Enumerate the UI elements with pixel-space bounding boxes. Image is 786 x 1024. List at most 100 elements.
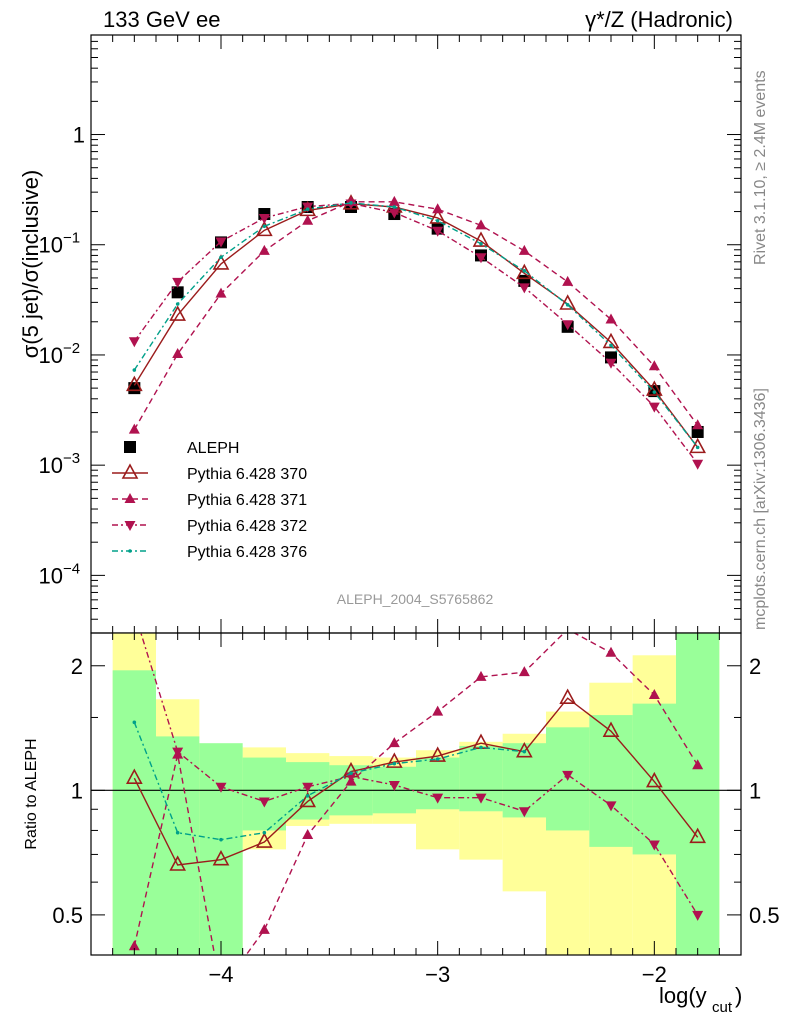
ratio-panel: 0.5 0.5 1 1 2 2 −4 −3 −2 Ratio to ALEPH log(y cut) bbox=[23, 632, 780, 1016]
point-p371 bbox=[518, 244, 530, 255]
main-ytick-exponent: −1 bbox=[63, 230, 80, 247]
ratio-point-p370 bbox=[125, 768, 143, 784]
main-ytick-label: 10 bbox=[39, 233, 63, 258]
ratio-point-p376 bbox=[479, 745, 483, 750]
ratio-ytick-label-right: 0.5 bbox=[749, 903, 780, 928]
main-ytick-exponent: −4 bbox=[63, 560, 80, 577]
point-p372 bbox=[172, 277, 184, 288]
ratio-point-p372 bbox=[562, 770, 574, 781]
point-p372 bbox=[432, 226, 444, 237]
ratio-point-p370 bbox=[169, 855, 187, 871]
point-p371 bbox=[432, 203, 444, 214]
ratio-point-p371 bbox=[605, 646, 617, 657]
ratio-series-p370 bbox=[125, 688, 707, 871]
ratio-line-p371 bbox=[133, 633, 699, 955]
point-p376 bbox=[132, 368, 137, 372]
ratio-point-p372 bbox=[432, 793, 444, 804]
point-p372 bbox=[518, 283, 530, 294]
point-p371 bbox=[648, 360, 660, 371]
band-inner bbox=[156, 736, 200, 955]
ratio-point-p371 bbox=[518, 666, 530, 677]
point-p371 bbox=[215, 287, 227, 298]
point-p372 bbox=[258, 213, 270, 224]
point-p371 bbox=[302, 214, 314, 225]
ratio-point-p372 bbox=[388, 781, 400, 792]
ratio-point-p370 bbox=[602, 721, 620, 737]
ratio-point-p376 bbox=[262, 830, 267, 835]
ratio-point-p376 bbox=[219, 837, 223, 842]
point-p372 bbox=[388, 208, 400, 219]
band-inner bbox=[242, 757, 286, 831]
point-p372 bbox=[215, 237, 227, 248]
ratio-point-p372 bbox=[605, 801, 617, 812]
legend-marker-p376 bbox=[128, 549, 132, 553]
legend-marker-p372 bbox=[124, 521, 136, 531]
band-inner bbox=[632, 703, 676, 855]
ratio-point-p376 bbox=[349, 771, 353, 776]
ratio-xtick-label: −3 bbox=[425, 962, 450, 987]
ratio-point-p372 bbox=[518, 807, 530, 818]
ratio-point-p376 bbox=[522, 749, 527, 754]
ratio-point-p372 bbox=[215, 782, 227, 793]
legend-label: Pythia 6.428 371 bbox=[187, 492, 307, 509]
side-label-mcplots: mcplots.cern.ch [arXiv:1306.3436] bbox=[752, 388, 769, 630]
main-ytick-exponent: −3 bbox=[63, 450, 80, 467]
ratio-point-p372 bbox=[172, 747, 184, 758]
main-ytick-label: 1 bbox=[73, 123, 85, 148]
ratio-xtick-label: −2 bbox=[642, 962, 667, 987]
ratio-series-p372 bbox=[140, 633, 704, 921]
main-ylabel: σ(5 jet)/σ(inclusive) bbox=[18, 170, 43, 359]
point-p376 bbox=[262, 224, 267, 229]
point-p370 bbox=[559, 294, 577, 310]
point-p371 bbox=[475, 219, 487, 230]
series-line-p372 bbox=[133, 202, 699, 465]
point-p371 bbox=[172, 348, 184, 359]
ratio-point-p370 bbox=[212, 849, 230, 866]
main-ytick-label: 10 bbox=[39, 563, 63, 588]
ratio-point-p370 bbox=[559, 688, 577, 704]
band-inner bbox=[676, 633, 720, 955]
ratio-point-p371 bbox=[475, 670, 487, 681]
uncertainty-bands bbox=[112, 633, 720, 955]
point-p376 bbox=[522, 269, 527, 273]
ratio-ytick-label-right: 1 bbox=[749, 778, 761, 803]
point-p376 bbox=[349, 201, 353, 205]
point-p370 bbox=[125, 375, 143, 392]
band-inner bbox=[502, 743, 546, 818]
main-ytick-label: 10 bbox=[39, 453, 63, 478]
series-data bbox=[128, 201, 704, 438]
xaxis-label-close: ) bbox=[735, 983, 742, 1008]
ratio-point-p376 bbox=[305, 794, 310, 798]
legend-label: Pythia 6.428 372 bbox=[187, 518, 307, 535]
ratio-ytick-label-right: 2 bbox=[749, 654, 761, 679]
series-line-p371 bbox=[133, 201, 699, 430]
ratio-line-p370 bbox=[133, 697, 699, 866]
ratio-point-p371 bbox=[388, 737, 400, 748]
main-ytick-exponent: −2 bbox=[63, 340, 80, 357]
point-p372 bbox=[605, 358, 617, 369]
point-data bbox=[171, 286, 184, 299]
main-ytick-label: 10 bbox=[39, 343, 63, 368]
legend-marker-p371 bbox=[124, 493, 136, 503]
ratio-series-p371 bbox=[128, 633, 704, 955]
ratio-point-p370 bbox=[689, 827, 707, 844]
legend-label: Pythia 6.428 370 bbox=[187, 466, 307, 483]
point-p370 bbox=[212, 254, 230, 270]
ratio-point-p370 bbox=[429, 746, 447, 762]
point-p372 bbox=[562, 320, 574, 331]
legend-marker-p370 bbox=[121, 463, 139, 479]
ratio-xtick-label: −4 bbox=[208, 962, 233, 987]
point-p372 bbox=[648, 402, 660, 413]
main-panel: 110−110−210−310 −4σ(5 jet)/σ(inclusive) bbox=[18, 34, 742, 634]
point-p371 bbox=[562, 275, 574, 286]
ratio-point-p372 bbox=[692, 910, 704, 921]
point-p371 bbox=[128, 423, 140, 434]
point-p370 bbox=[429, 208, 447, 224]
ratio-series-p376 bbox=[132, 720, 527, 842]
series-p371 bbox=[128, 195, 704, 434]
legend: ALEPH Pythia 6.428 370 Pythia 6.428 371 Pyt… bbox=[112, 440, 307, 561]
point-p370 bbox=[169, 305, 187, 321]
point-p376 bbox=[479, 241, 483, 246]
ratio-point-p370 bbox=[299, 791, 317, 808]
xaxis-label: log(y bbox=[659, 983, 707, 1008]
